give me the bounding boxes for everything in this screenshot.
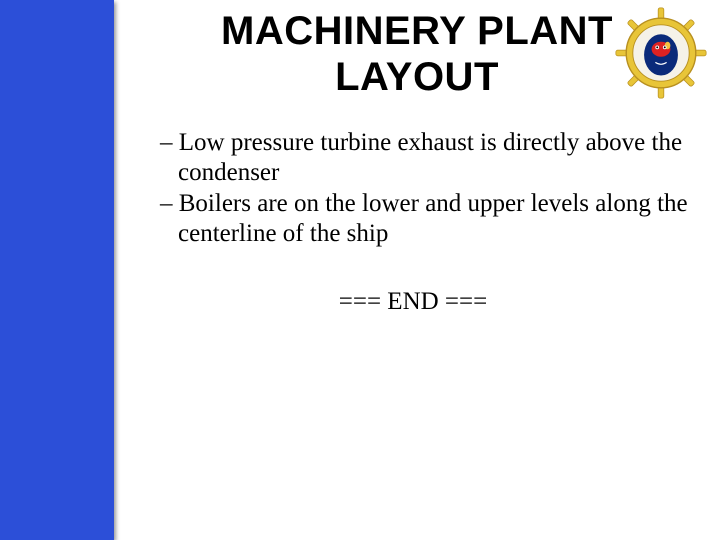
bullet-text: Boilers are on the lower and upper level… [178,190,688,247]
bullet-item: – Low pressure turbine exhaust is direct… [136,128,690,187]
title-line-2: LAYOUT [335,55,499,99]
end-marker: === END === [136,288,690,316]
bullet-item: – Boilers are on the lower and upper lev… [136,189,690,248]
bullet-dash: – [160,129,179,156]
title-line-1: MACHINERY PLANT [221,9,613,53]
bullet-dash: – [160,190,179,217]
body-text: – Low pressure turbine exhaust is direct… [114,100,720,316]
ship-wheel-logo-icon [614,6,708,100]
sidebar-accent [0,0,114,540]
bullet-text: Low pressure turbine exhaust is directly… [178,129,682,186]
